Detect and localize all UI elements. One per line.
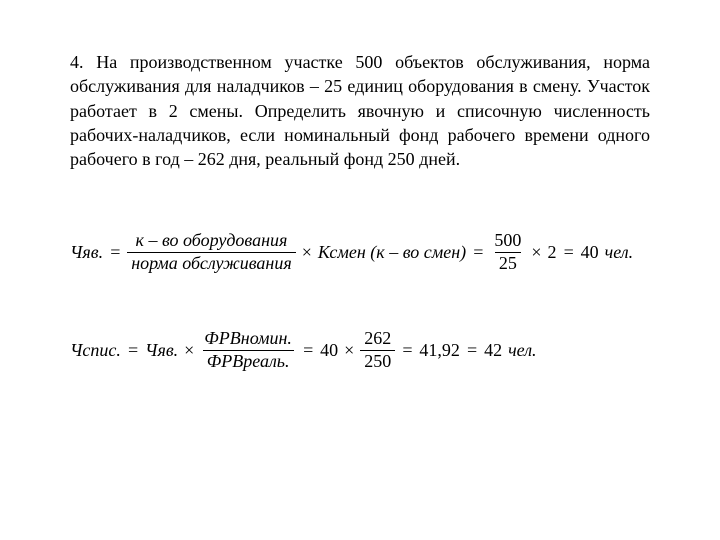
f1-times1: × [302,242,312,263]
f1-frac1-num: к – во оборудования [132,231,292,252]
f2-mid1: Чяв. [145,340,178,361]
f2-frac2-num: 262 [360,329,395,350]
f2-result: 42 [484,340,502,361]
f1-mid: Ксмен (к – во смен) [318,242,466,263]
f1-label: Чяв. [70,242,103,263]
f2-eq1: = [127,340,139,361]
f1-unit: чел. [605,242,633,263]
f1-frac1-den: норма обслуживания [127,252,295,274]
f2-eq3: = [401,340,413,361]
f1-frac2-den: 25 [495,252,521,274]
f1-result: 40 [581,242,599,263]
f1-eq2: = [472,242,484,263]
f2-eq4: = [466,340,478,361]
page: 4. На производственном участке 500 объек… [0,0,720,372]
f2-times1: × [184,340,194,361]
f2-unit: чел. [508,340,536,361]
f1-frac2-num: 500 [490,231,525,252]
f2-frac2-den: 250 [360,350,395,372]
f1-eq3: = [562,242,574,263]
f1-eq1: = [109,242,121,263]
f2-val: 41,92 [419,340,460,361]
problem-text: 4. На производственном участке 500 объек… [70,50,650,171]
f2-frac1-den: ФРВреаль. [203,350,294,372]
f1-frac2: 500 25 [490,231,525,274]
formula-attendance: Чяв. = к – во оборудования норма обслужи… [70,231,650,274]
f2-times2: × [344,340,354,361]
f2-frac1-num: ФРВномин. [200,329,296,350]
f1-two: 2 [547,242,556,263]
formula-payroll: Чспис. = Чяв. × ФРВномин. ФРВреаль. = 40… [70,329,650,372]
f2-label: Чспис. [70,340,121,361]
f2-eq2: = [302,340,314,361]
f2-frac2: 262 250 [360,329,395,372]
f2-forty: 40 [320,340,338,361]
f2-frac1: ФРВномин. ФРВреаль. [200,329,296,372]
f1-times2: × [531,242,541,263]
f1-frac1: к – во оборудования норма обслуживания [127,231,295,274]
